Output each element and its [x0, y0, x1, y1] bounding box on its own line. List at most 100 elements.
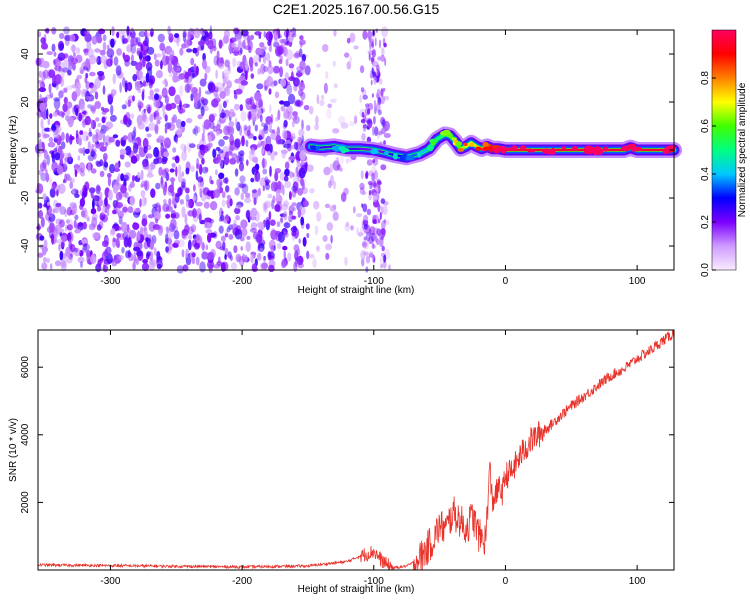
spectrogram-noise-cell	[254, 170, 261, 182]
spectrogram-noise-cell	[294, 99, 302, 106]
spectrogram-noise-cell	[258, 47, 265, 55]
spectrogram-noise-cell	[157, 135, 165, 144]
spectrogram-noise-cell	[258, 221, 265, 231]
spectrogram-noise-cell	[365, 172, 369, 180]
spectrogram-noise-cell	[143, 108, 146, 114]
spectrogram-noise-cell	[43, 149, 48, 160]
spectrogram-signal-blob	[430, 141, 436, 146]
spectrogram-noise-cell	[73, 52, 76, 58]
spectrogram-noise-cell	[74, 193, 80, 198]
spectrogram-noise-cell	[339, 167, 343, 172]
spectrogram-noise-cell	[97, 123, 102, 127]
spectrogram-noise-cell	[98, 191, 103, 200]
spectrogram-noise-cell	[102, 41, 107, 52]
spectrogram-signal-blob	[586, 146, 597, 153]
spectrogram-noise-cell	[321, 94, 325, 101]
spectrogram-x-tick-label: -300	[100, 276, 120, 287]
spectrogram-noise-cell	[76, 189, 79, 195]
spectrogram-noise-cell	[299, 60, 306, 71]
spectrogram-x-axis-label: Height of straight line (km)	[298, 285, 415, 296]
spectrogram-noise-cell	[47, 118, 51, 126]
spectrogram-noise-cell	[382, 37, 386, 47]
spectrogram-noise-cell	[123, 236, 129, 248]
spectrogram-noise-cell	[49, 263, 53, 270]
spectrogram-noise-cell	[319, 99, 325, 107]
spectrogram-signal-blob	[527, 148, 532, 153]
spectrogram-noise-cell	[130, 54, 134, 63]
spectrogram-noise-cell	[138, 75, 147, 82]
spectrogram-noise-cell	[340, 122, 349, 129]
spectrogram-noise-cell	[107, 94, 114, 105]
spectrogram-noise-cell	[155, 218, 159, 224]
spectrogram-noise-cell	[154, 59, 160, 67]
spectrogram-noise-cell	[218, 172, 225, 180]
spectrogram-noise-cell	[378, 131, 383, 136]
spectrogram-noise-cell	[301, 53, 306, 62]
spectrogram-noise-cell	[77, 134, 82, 145]
spectrogram-noise-cell	[54, 152, 61, 161]
spectrogram-noise-cell	[42, 113, 47, 120]
spectrogram-noise-cell	[125, 250, 130, 259]
spectrogram-noise-cell	[109, 114, 117, 122]
spectrogram-noise-cell	[222, 241, 226, 251]
spectrogram-noise-cell	[203, 220, 208, 229]
spectrogram-noise-cell	[295, 172, 300, 177]
spectrogram-noise-cell	[240, 80, 248, 86]
spectrogram-noise-cell	[343, 187, 349, 195]
spectrogram-noise-cell	[248, 111, 252, 119]
spectrogram-noise-cell	[201, 123, 205, 129]
spectrogram-noise-cell	[383, 140, 386, 146]
spectrogram-noise-cell	[106, 203, 111, 210]
spectrogram-noise-cell	[295, 72, 303, 77]
spectrogram-noise-cell	[160, 143, 165, 154]
snr-series-line	[37, 330, 675, 571]
spectrogram-noise-cell	[376, 88, 381, 100]
spectrogram-noise-cell	[164, 114, 168, 122]
spectrogram-signal-blob	[602, 146, 609, 152]
spectrogram-noise-cell	[44, 96, 48, 103]
spectrogram-noise-cell	[207, 233, 212, 243]
spectrogram-noise-cell	[375, 102, 381, 112]
spectrogram-noise-cell	[309, 253, 315, 259]
spectrogram-noise-cell	[144, 180, 150, 192]
spectrogram-noise-cell	[185, 248, 190, 256]
spectrogram-noise-cell	[218, 87, 225, 93]
colorbar: 0.0 0.2 0.4 0.6 0.8 Normalized spectral ampl…	[700, 29, 748, 277]
spectrogram-noise-cell	[190, 57, 195, 66]
spectrogram-noise-cell	[293, 52, 301, 59]
spectrogram-signal-blob	[405, 155, 415, 161]
spectrogram-noise-cell	[43, 44, 48, 49]
spectrogram-noise-cell	[291, 230, 297, 237]
spectrogram-noise-cell	[329, 205, 337, 212]
spectrogram-signal-blob	[315, 145, 321, 150]
spectrogram-noise-cell	[304, 162, 308, 170]
spectrogram-noise-cell	[264, 85, 268, 92]
spectrogram-noise-cell	[205, 167, 208, 172]
spectrogram-noise-cell	[53, 148, 58, 153]
spectrogram-noise-cell	[298, 89, 304, 97]
spectrogram-noise-cell	[236, 121, 241, 132]
spectrogram-noise-cell	[383, 42, 387, 48]
spectrogram-noise-cell	[295, 50, 300, 58]
spectrogram-noise-cell	[60, 261, 67, 272]
spectrogram-noise-cell	[305, 223, 310, 230]
spectrogram-noise-cell	[277, 46, 284, 56]
spectrogram-noise-cell	[239, 175, 246, 184]
spectrogram-noise-cell	[65, 132, 70, 144]
spectrogram-noise-cell	[69, 134, 73, 145]
spectrogram-noise-cell	[149, 240, 154, 251]
spectrogram-noise-cell	[90, 208, 97, 215]
spectrogram-noise-cell	[185, 187, 190, 194]
spectrogram-noise-cell	[213, 264, 221, 269]
spectrogram-noise-cell	[49, 113, 53, 119]
spectrogram-noise-cell	[57, 111, 65, 117]
spectrogram-noise-cell	[234, 168, 239, 177]
spectrogram-noise-cell	[362, 124, 368, 129]
spectrogram-noise-cell	[192, 208, 197, 219]
spectrogram-noise-cell	[239, 61, 245, 70]
spectrogram-noise-cell	[154, 125, 159, 133]
spectrogram-noise-cell	[186, 48, 193, 53]
spectrogram-noise-cell	[248, 56, 254, 68]
spectrogram-noise-cell	[55, 239, 62, 244]
spectrogram-noise-cell	[222, 82, 225, 88]
